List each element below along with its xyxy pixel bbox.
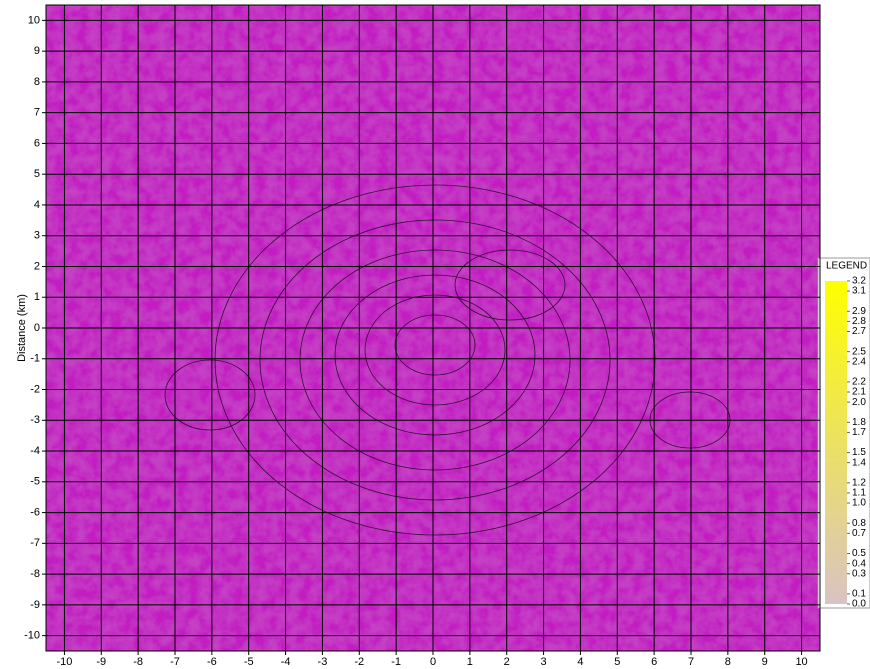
x-tick-label: -9 — [96, 656, 106, 668]
x-tick-label: 2 — [504, 656, 510, 668]
y-axis-label: Distance (km) — [16, 294, 28, 362]
legend-title: LEGEND — [826, 261, 867, 272]
colorbar-label: 1.7 — [852, 427, 866, 438]
colorbar-label: 0.8 — [852, 518, 866, 529]
colorbar-label: 2.2 — [852, 377, 866, 388]
y-tick-label: 4 — [34, 199, 40, 211]
x-tick-label: -6 — [207, 656, 217, 668]
colorbar-label: 0.3 — [852, 568, 866, 579]
y-tick-label: -5 — [30, 476, 40, 488]
colorbar-label: 3.2 — [852, 276, 866, 287]
x-tick-label: 9 — [762, 656, 768, 668]
y-tick-label: -6 — [30, 506, 40, 518]
y-tick-label: -8 — [30, 568, 40, 580]
x-tick-label: 10 — [795, 656, 807, 668]
colorbar-label: 1.2 — [852, 478, 866, 489]
colorbar-label: 2.1 — [852, 387, 866, 398]
colorbar-label: 2.9 — [852, 306, 866, 317]
y-tick-label: -1 — [30, 353, 40, 365]
colorbar-label: 2.5 — [852, 346, 866, 357]
y-tick-label: 1 — [34, 291, 40, 303]
x-tick-label: 7 — [688, 656, 694, 668]
x-tick-label: 0 — [430, 656, 436, 668]
x-tick-label: 5 — [614, 656, 620, 668]
y-tick-label: -10 — [24, 630, 40, 642]
y-tick-label: 5 — [34, 168, 40, 180]
y-tick-label: 2 — [34, 260, 40, 272]
x-tick-label: 3 — [541, 656, 547, 668]
y-tick-label: 7 — [34, 107, 40, 119]
x-tick-label: -5 — [244, 656, 254, 668]
y-tick-label: 6 — [34, 137, 40, 149]
colorbar-label: 1.8 — [852, 417, 866, 428]
y-tick-label: -9 — [30, 599, 40, 611]
x-tick-label: -1 — [391, 656, 401, 668]
colorbar-label: 0.0 — [852, 599, 866, 610]
x-tick-label: -7 — [170, 656, 180, 668]
colorbar-label: 2.7 — [852, 326, 866, 337]
x-tick-label: -4 — [281, 656, 291, 668]
y-tick-label: 3 — [34, 230, 40, 242]
colorbar-label: 0.5 — [852, 548, 866, 559]
colorbar-label: 2.0 — [852, 397, 866, 408]
colorbar-label: 0.1 — [852, 589, 866, 600]
colorbar-label: 3.1 — [852, 286, 866, 297]
y-tick-label: -2 — [30, 383, 40, 395]
x-tick-label: 6 — [651, 656, 657, 668]
y-tick-label: 9 — [34, 45, 40, 57]
colorbar-label: 2.4 — [852, 356, 866, 367]
y-tick-label: -4 — [30, 445, 40, 457]
colorbar-label: 0.4 — [852, 558, 866, 569]
y-tick-label: 0 — [34, 322, 40, 334]
colorbar-label: 0.7 — [852, 528, 866, 539]
x-tick-label: 8 — [725, 656, 731, 668]
y-tick-label: 10 — [28, 14, 40, 26]
y-tick-label: -7 — [30, 537, 40, 549]
plot-frame — [45, 4, 821, 652]
colorbar-label: 1.5 — [852, 447, 866, 458]
y-tick-label: 8 — [34, 76, 40, 88]
x-tick-label: -3 — [318, 656, 328, 668]
colorbar — [825, 281, 847, 604]
y-tick-label: -3 — [30, 414, 40, 426]
x-tick-label: -10 — [56, 656, 72, 668]
x-tick-label: -2 — [354, 656, 364, 668]
x-tick-label: -8 — [133, 656, 143, 668]
x-tick-label: 1 — [467, 656, 473, 668]
colorbar-label: 1.1 — [852, 488, 866, 499]
colorbar-label: 1.4 — [852, 457, 866, 468]
x-tick-label: 4 — [577, 656, 583, 668]
colorbar-label: 2.8 — [852, 316, 866, 327]
colorbar-label: 1.0 — [852, 498, 866, 509]
